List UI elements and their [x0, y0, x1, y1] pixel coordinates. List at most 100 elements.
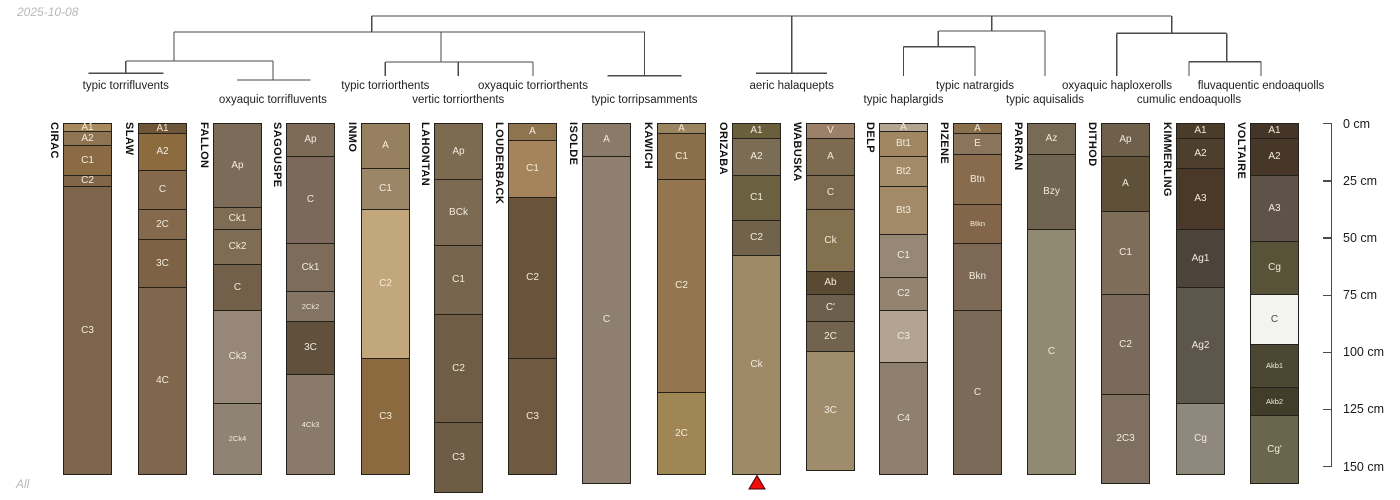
horizon-label: A: [603, 134, 610, 145]
taxon-label: typic torriorthents: [341, 80, 430, 92]
profile-column-voltaire: A1 A2 A3 Cg C Akb1 Akb2 Cg': [1250, 123, 1299, 484]
horizon: Ck2: [213, 229, 262, 265]
horizon-label: A1: [1268, 125, 1281, 136]
horizon-label: Ck3: [228, 351, 247, 362]
series-label: DITHOD: [1086, 122, 1098, 167]
depth-axis-tick: [1323, 351, 1332, 354]
horizon-label: 2C: [156, 218, 169, 230]
horizon-label: A: [974, 122, 981, 134]
horizon-label: C: [306, 194, 315, 205]
horizon-label: C': [825, 302, 836, 313]
horizon: A: [806, 138, 855, 176]
horizon-label: Ck: [750, 359, 763, 370]
horizon-label: C: [1270, 313, 1279, 325]
horizon-label: Akb1: [1265, 361, 1284, 371]
horizon-label: Ap: [1119, 134, 1132, 145]
profile-column-cirac: A1 A2 C1 C2 C3: [63, 121, 112, 475]
taxon-label: aeric halaquepts: [749, 80, 834, 92]
horizon-label: Btkn: [969, 219, 985, 229]
horizon: 2Ck2: [286, 291, 335, 322]
series-label: SAGOUSPE: [271, 122, 283, 188]
series-label: KAWICH: [642, 122, 654, 170]
horizon: C2: [657, 179, 706, 393]
series-label: KIMMERLING: [1161, 122, 1173, 197]
depth-axis-tick-label: 150 cm: [1343, 459, 1384, 474]
profile-column-fallon: Ap Ck1 Ck2 C Ck3 2Ck4: [213, 123, 262, 475]
depth-axis-tick: [1323, 466, 1332, 468]
horizon-label: Btn: [969, 173, 985, 185]
horizon: BCk: [434, 179, 483, 246]
horizon-label: A1: [156, 122, 169, 134]
depth-axis-tick-label: 75 cm: [1343, 288, 1378, 302]
profile-column-delp: A Bt1 Bt2 Bt3 C1 C2 C3 C4: [879, 122, 928, 475]
horizon-label: C3: [452, 451, 465, 463]
horizon: Cg': [1250, 415, 1299, 484]
dendrogram: [88, 15, 1262, 81]
horizon-label: A: [382, 140, 389, 151]
horizon-label: Bt2: [895, 165, 911, 177]
taxon-label: oxyaquic torriorthents: [478, 80, 588, 92]
profile-column-kawich: A C1 C2 2C: [657, 123, 706, 475]
horizon: Ck: [806, 209, 855, 272]
horizon-label: Bkn: [968, 271, 987, 282]
horizon-label: Cg: [1268, 262, 1281, 273]
horizon-label: 2Ck2: [301, 301, 320, 311]
depth-axis-tick: [1323, 123, 1332, 125]
horizon: C1: [63, 145, 112, 176]
horizon: Bt3: [879, 186, 928, 235]
horizon: Akb1: [1250, 344, 1299, 388]
horizon-label: C2: [81, 175, 94, 186]
horizon: Ck1: [286, 243, 335, 292]
horizon-label: A: [827, 151, 834, 162]
taxon-label: oxyaquic torrifluvents: [218, 93, 327, 106]
horizon-label: C1: [379, 183, 392, 194]
series-label: LAHONTAN: [419, 122, 431, 187]
taxon-label: typic natrargids: [936, 80, 1014, 92]
horizon-label: A2: [81, 132, 94, 144]
profile-column-parran: Az Bzy C: [1027, 123, 1076, 475]
horizon-label: C3: [81, 324, 94, 336]
taxon-label: vertic torriorthents: [412, 93, 505, 106]
horizon: 2C: [138, 209, 187, 240]
horizon: 2C: [657, 392, 706, 475]
profile-column-louderback: A C1 C2 C3: [508, 123, 557, 475]
horizon: C3: [361, 358, 410, 475]
horizon: Ag2: [1176, 287, 1225, 404]
horizon-label: C1: [675, 150, 688, 162]
horizon: Bt1: [879, 131, 928, 157]
horizon: C: [1250, 294, 1299, 345]
taxon-label: fluvaquentic endoaquolls: [1197, 80, 1325, 92]
horizon-label: Ap: [304, 134, 317, 145]
horizon-label: 2C: [824, 330, 837, 342]
horizon: Ck: [732, 255, 781, 475]
horizon-label: Ap: [452, 145, 465, 157]
horizon: C1: [361, 168, 410, 210]
horizon-label: Ab: [824, 277, 837, 288]
horizon: C2: [1101, 294, 1150, 395]
taxon-label: typic torripsamments: [591, 93, 698, 106]
horizon-label: 2Ck4: [228, 434, 247, 444]
horizon: C3: [508, 358, 557, 475]
horizon: A: [361, 123, 410, 169]
horizon-label: A: [678, 122, 685, 134]
series-label: ORIZABA: [717, 122, 729, 175]
horizon: C: [286, 156, 335, 244]
depth-axis-tick-label: 25 cm: [1343, 173, 1378, 188]
horizon-label: C2: [379, 278, 392, 289]
horizon-label: Ck1: [228, 212, 247, 224]
horizon-label: A1: [750, 125, 763, 136]
horizon-label: C1: [1119, 247, 1132, 258]
horizon-label: A3: [1268, 202, 1281, 214]
horizon: C1: [657, 133, 706, 180]
horizon-label: A1: [81, 121, 94, 133]
horizon-label: C2: [675, 280, 688, 291]
series-label: INMO: [346, 122, 358, 153]
profile-column-slaw: A1 A2 C 2C 3C 4C: [138, 123, 187, 475]
horizon-label: C3: [897, 330, 910, 342]
horizon: A: [508, 123, 557, 141]
horizon-label: Cg: [1194, 433, 1207, 444]
horizon-label: C2: [452, 362, 465, 374]
horizon: C4: [879, 362, 928, 475]
horizon: 3C: [138, 239, 187, 288]
